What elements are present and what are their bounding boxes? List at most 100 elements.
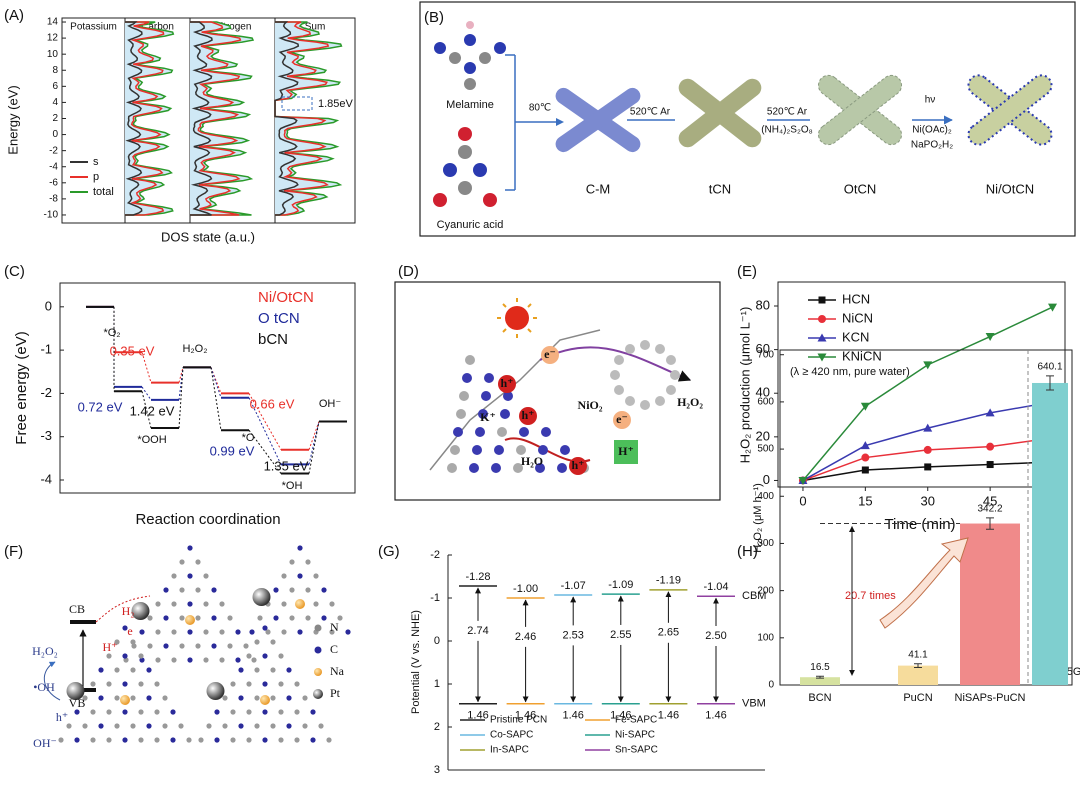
state-label: H₂O₂ xyxy=(182,343,207,355)
decoration xyxy=(59,282,356,494)
decoration xyxy=(147,615,153,621)
decoration xyxy=(179,643,185,649)
bar-y-label: H₂O₂ (μM h⁻¹) xyxy=(752,483,764,553)
legend-label: NiCN xyxy=(842,310,873,325)
decoration xyxy=(294,681,300,687)
decoration xyxy=(777,281,1066,488)
diagram-label: H₂O xyxy=(521,454,543,468)
decoration xyxy=(469,463,479,473)
x-tick-label: 30 xyxy=(921,493,935,508)
marker xyxy=(1048,303,1058,312)
gap-annotation: 1.85eV xyxy=(318,98,354,110)
decoration xyxy=(308,421,320,450)
condition-note: (λ ≥ 420 nm, pure water) xyxy=(790,366,910,378)
y-tick-label: 8 xyxy=(52,65,58,76)
decoration xyxy=(203,601,209,607)
decoration xyxy=(498,375,516,393)
decoration xyxy=(82,723,88,729)
decoration xyxy=(139,657,145,663)
dos-curve xyxy=(189,21,213,216)
decoration xyxy=(203,573,209,579)
decoration xyxy=(321,615,327,621)
y-tick-label: 600 xyxy=(757,397,774,408)
decoration xyxy=(222,723,228,729)
decoration xyxy=(289,615,295,621)
decoration xyxy=(219,629,225,635)
decoration xyxy=(230,681,236,687)
decoration xyxy=(98,667,104,673)
decoration xyxy=(246,737,252,743)
decoration xyxy=(66,723,72,729)
y-tick-label: 20 xyxy=(756,428,770,443)
cbm-label: -1.07 xyxy=(561,580,586,592)
decoration xyxy=(235,629,241,635)
decoration xyxy=(484,373,494,383)
state-label: *O₂ xyxy=(103,327,120,339)
decoration xyxy=(74,709,80,715)
decoration xyxy=(246,681,252,687)
decoration xyxy=(262,653,268,659)
decoration xyxy=(462,373,472,383)
vbm-label: 1.46 xyxy=(562,710,583,722)
product-label: Ni/OtCN xyxy=(986,181,1034,196)
decoration xyxy=(171,657,177,663)
decoration xyxy=(879,537,969,629)
diagram-label: H₂ xyxy=(122,604,135,618)
value-label: 16.5 xyxy=(810,662,830,673)
marker xyxy=(924,463,932,471)
decoration xyxy=(254,639,260,645)
product-label: OtCN xyxy=(844,181,877,196)
decoration xyxy=(569,457,587,475)
dos-curve xyxy=(124,21,165,216)
diagram-label: e⁻ xyxy=(544,347,556,361)
legend-label: Ni-SAPC xyxy=(615,730,655,741)
decoration xyxy=(98,723,104,729)
decoration xyxy=(178,367,184,429)
decoration xyxy=(238,723,244,729)
decoration xyxy=(494,445,504,455)
y-tick-label: -3 xyxy=(40,428,52,443)
energy-annotation: 0.66 eV xyxy=(250,396,295,411)
decoration xyxy=(171,573,177,579)
y-tick-label: 0 xyxy=(763,472,770,487)
decoration xyxy=(519,407,537,425)
decoration xyxy=(262,681,268,687)
decoration xyxy=(130,667,136,673)
decoration xyxy=(302,695,308,701)
marker xyxy=(923,423,933,432)
error-bar xyxy=(986,517,994,530)
column-title: Nitrogen xyxy=(214,22,252,33)
legend-marker xyxy=(817,353,827,362)
marker xyxy=(985,408,995,417)
decoration xyxy=(187,601,193,607)
decoration xyxy=(186,737,192,743)
cbm-label: -1.19 xyxy=(656,575,681,587)
y-tick-label: -2 xyxy=(430,549,440,561)
decoration xyxy=(222,695,228,701)
series-line xyxy=(802,306,1053,481)
decoration xyxy=(257,615,263,621)
decoration xyxy=(614,385,625,395)
decoration xyxy=(138,653,144,659)
legend-label: O tCN xyxy=(258,310,300,327)
gap-label: 2.50 xyxy=(705,630,726,642)
dos-curve xyxy=(189,21,242,216)
y-tick-label: 12 xyxy=(47,33,59,44)
decoration xyxy=(560,445,570,455)
legend-label: Ni/OtCN xyxy=(258,289,314,306)
decoration xyxy=(179,615,185,621)
decoration xyxy=(227,615,233,621)
decoration xyxy=(203,629,209,635)
decoration xyxy=(219,601,225,607)
decoration xyxy=(308,421,320,474)
legend-marker xyxy=(818,296,826,304)
marker xyxy=(860,402,870,411)
decoration xyxy=(147,643,153,649)
decoration xyxy=(313,573,319,579)
step-label: 520℃ Ar xyxy=(767,107,808,118)
y-tick-label: -2 xyxy=(49,145,58,156)
decoration xyxy=(106,653,112,659)
decoration xyxy=(640,340,650,350)
step-label: hν xyxy=(925,95,936,106)
